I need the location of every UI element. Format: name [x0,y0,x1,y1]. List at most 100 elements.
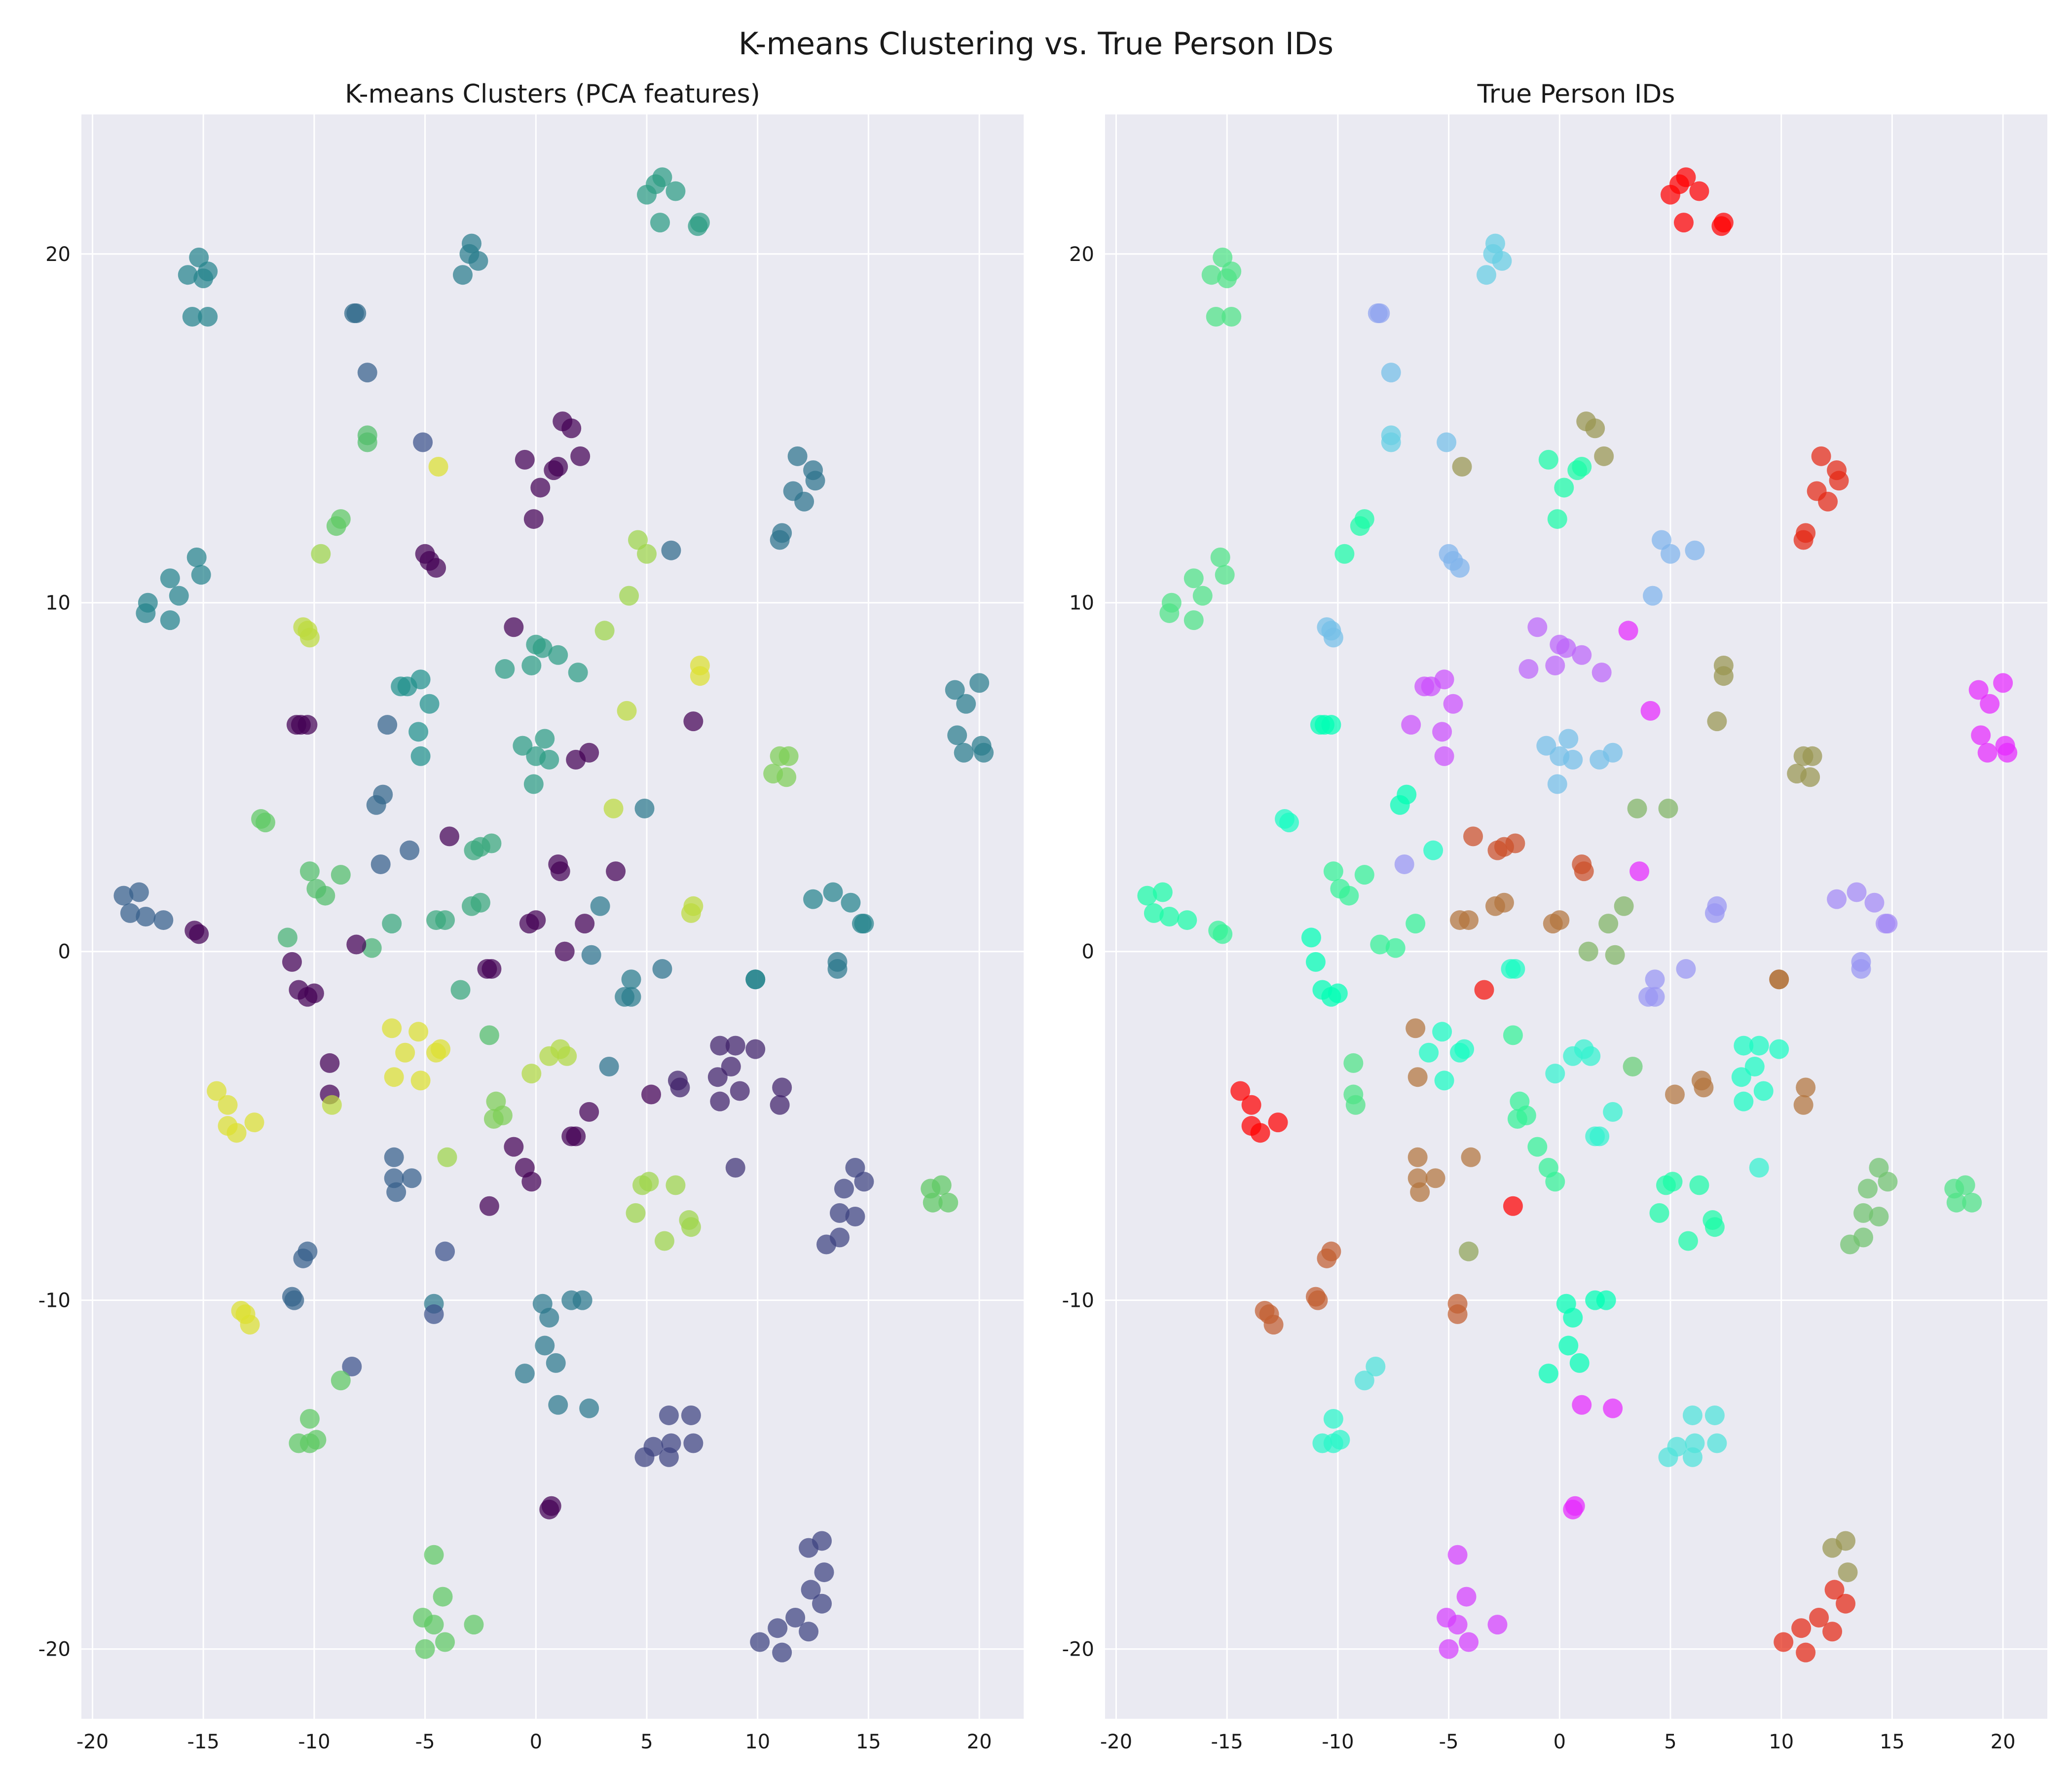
true-ids-data-point [1463,826,1483,847]
true-ids-data-point [1425,1168,1445,1188]
true-ids-y-tick-label: 20 [1069,243,1094,266]
kmeans-data-point [626,1203,646,1223]
kmeans-data-point [599,1056,619,1076]
kmeans-data-point [521,1172,542,1192]
kmeans-data-point [768,1618,788,1638]
kmeans-data-point [153,910,174,930]
kmeans-data-point [408,1022,429,1042]
true-ids-x-tick-label: -10 [1322,1731,1354,1753]
kmeans-data-point [362,938,382,958]
kmeans-data-point [320,1053,340,1073]
kmeans-data-point [579,742,599,763]
true-ids-data-point [1811,446,1831,466]
true-ids-data-point [1836,1593,1856,1614]
true-ids-data-point [1456,1587,1477,1607]
kmeans-data-point [956,694,976,714]
kmeans-data-point [572,1290,592,1310]
kmeans-data-point [424,1545,444,1565]
true-ids-data-point [1305,952,1326,972]
kmeans-data-point [650,213,670,233]
kmeans-data-point [521,655,542,675]
kmeans-data-point [304,983,324,1003]
kmeans-data-point [461,233,481,254]
kmeans-data-point [198,307,218,327]
true-ids-data-point [1676,167,1696,187]
true-ids-data-point [1434,1071,1454,1091]
kmeans-data-point [481,959,502,979]
true-ids-data-point [1682,1447,1702,1467]
kmeans-data-point [424,1615,444,1635]
true-ids-data-point [1623,1056,1643,1076]
true-ids-data-point [1343,1053,1364,1073]
kmeans-data-point [433,1587,453,1607]
true-ids-data-point [1658,1447,1678,1467]
kmeans-data-point [666,1175,686,1195]
kmeans-data-point [745,1039,766,1059]
true-ids-data-point [1494,892,1514,913]
true-ids-scatter-chart: True Person IDs -20 -15 -10 -5 0 5 10 15 20 -20 -1… [1062,79,2047,1753]
true-ids-data-point [1711,216,1732,236]
true-ids-data-point [1640,701,1661,721]
true-ids-data-point [1505,833,1525,853]
kmeans-data-point [426,558,446,578]
kmeans-data-point [342,1356,362,1376]
true-ids-data-point [1250,1123,1270,1143]
kmeans-data-point [666,181,686,201]
kmeans-data-point [437,1147,457,1167]
kmeans-data-point [382,914,402,934]
kmeans-x-tick-label: -5 [415,1731,435,1753]
true-ids-data-point [1869,1206,1889,1226]
kmeans-data-point [579,1398,599,1418]
kmeans-data-point [579,1102,599,1122]
kmeans-data-point [186,547,207,567]
kmeans-data-point [575,914,595,934]
true-ids-data-point [1955,1175,1975,1195]
true-ids-data-point [1503,1196,1523,1216]
true-ids-data-point [1221,307,1242,327]
true-ids-data-point [1603,1398,1623,1418]
true-ids-data-point [1558,729,1579,749]
kmeans-data-point [526,910,546,930]
true-ids-data-point [1432,722,1452,742]
true-ids-data-point [1406,914,1426,934]
true-ids-data-point [1769,1039,1789,1059]
kmeans-data-point [606,861,626,882]
true-ids-data-point [1447,1615,1468,1635]
true-ids-data-point [1707,711,1727,732]
kmeans-data-point [322,1095,342,1115]
kmeans-data-point [282,952,302,972]
true-ids-y-tick-label: -10 [1062,1290,1094,1312]
kmeans-data-point [730,1081,750,1101]
kmeans-data-point [683,711,703,732]
kmeans-data-point [218,1095,238,1115]
kmeans-data-point [160,610,180,630]
kmeans-data-point [770,1095,790,1115]
true-ids-data-point [1210,547,1230,567]
true-ids-data-point [1545,1064,1565,1084]
kmeans-data-point [440,826,460,847]
true-ids-data-point [1673,213,1694,233]
true-ids-data-point [1545,655,1565,675]
kmeans-data-point [621,969,641,990]
kmeans-data-point [419,694,440,714]
kmeans-data-point [834,1179,854,1199]
kmeans-y-tick-label: 20 [45,243,71,266]
true-ids-data-point [1459,1241,1479,1261]
true-ids-data-point [1443,694,1463,714]
true-ids-data-point [1591,663,1612,683]
kmeans-data-point [136,907,156,926]
true-ids-data-point [1572,1395,1592,1415]
kmeans-data-point [377,715,398,735]
true-ids-data-point [1547,774,1567,794]
true-ids-data-point [1439,1639,1459,1659]
true-ids-data-point [1689,1175,1709,1195]
kmeans-data-point [424,1304,444,1324]
true-ids-data-point [1605,945,1625,965]
kmeans-data-point [947,725,967,745]
kmeans-data-point [113,886,134,906]
kmeans-data-point [277,927,297,948]
true-ids-data-point [1704,1405,1725,1425]
true-ids-data-point [1452,457,1472,477]
true-ids-data-point [1878,914,1898,934]
true-ids-data-point [1585,418,1605,439]
